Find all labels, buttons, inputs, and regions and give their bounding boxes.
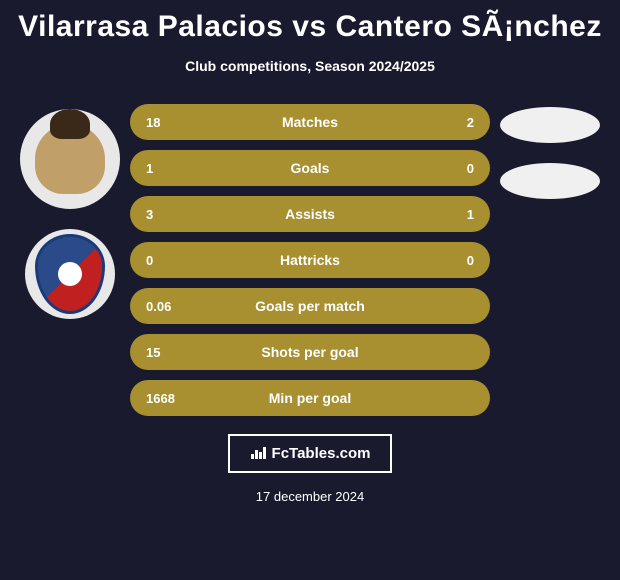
stat-label: Matches — [206, 114, 414, 130]
footer: FcTables.com — [0, 434, 620, 473]
stat-left-value: 15 — [146, 345, 206, 360]
stat-left-value: 18 — [146, 115, 206, 130]
stat-row-min-per-goal: 1668 Min per goal — [130, 380, 490, 416]
stat-right-value: 0 — [414, 161, 474, 176]
page-subtitle: Club competitions, Season 2024/2025 — [0, 58, 620, 74]
right-avatars — [490, 104, 610, 416]
stat-right-value: 1 — [414, 207, 474, 222]
stat-row-assists: 3 Assists 1 — [130, 196, 490, 232]
stat-label: Shots per goal — [206, 344, 414, 360]
player-silhouette-icon — [35, 124, 105, 194]
stat-right-value: 0 — [414, 253, 474, 268]
brand-link[interactable]: FcTables.com — [228, 434, 393, 473]
stat-label: Goals — [206, 160, 414, 176]
page-title: Vilarrasa Palacios vs Cantero SÃ¡nchez — [0, 0, 620, 44]
brand-text: FcTables.com — [272, 445, 371, 462]
stat-row-shots-per-goal: 15 Shots per goal — [130, 334, 490, 370]
stat-left-value: 1668 — [146, 391, 206, 406]
stat-left-value: 0.06 — [146, 299, 206, 314]
stats-container: 18 Matches 2 1 Goals 0 3 Assists 1 0 Hat… — [130, 104, 490, 416]
stat-label: Assists — [206, 206, 414, 222]
stat-right-value: 2 — [414, 115, 474, 130]
player2-avatar-placeholder — [500, 107, 600, 143]
player2-club-placeholder — [500, 163, 600, 199]
stat-label: Min per goal — [206, 390, 414, 406]
player1-club-logo — [25, 229, 115, 319]
stat-left-value: 0 — [146, 253, 206, 268]
stat-left-value: 1 — [146, 161, 206, 176]
chart-icon — [250, 444, 266, 463]
stat-left-value: 3 — [146, 207, 206, 222]
left-avatars — [10, 104, 130, 416]
content-area: 18 Matches 2 1 Goals 0 3 Assists 1 0 Hat… — [0, 104, 620, 416]
club-logo-icon — [35, 234, 105, 314]
stat-row-goals-per-match: 0.06 Goals per match — [130, 288, 490, 324]
player1-avatar — [20, 109, 120, 209]
date-text: 17 december 2024 — [0, 489, 620, 504]
stat-row-hattricks: 0 Hattricks 0 — [130, 242, 490, 278]
stat-row-goals: 1 Goals 0 — [130, 150, 490, 186]
stat-label: Goals per match — [206, 298, 414, 314]
stat-row-matches: 18 Matches 2 — [130, 104, 490, 140]
stat-label: Hattricks — [206, 252, 414, 268]
